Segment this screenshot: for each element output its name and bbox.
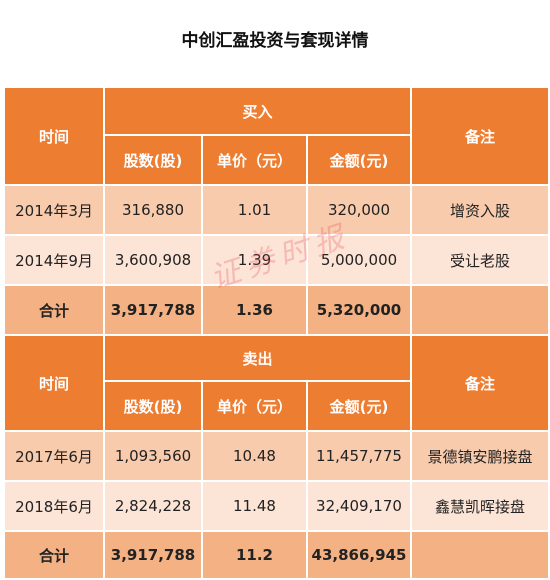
row-time: 2018年6月 <box>3 480 105 532</box>
total-amount: 5,320,000 <box>306 284 412 336</box>
buy-price-header: 单价（元） <box>201 134 308 186</box>
total-note <box>410 530 550 580</box>
row-time: 2014年9月 <box>3 234 105 286</box>
sell-section-header: 卖出 <box>103 334 412 382</box>
row-shares: 316,880 <box>103 184 203 236</box>
sell-shares-header: 股数(股) <box>103 380 203 432</box>
row-price: 1.01 <box>201 184 308 236</box>
buy-header-row: 时间 买入 备注 <box>3 86 550 186</box>
row-shares: 2,824,228 <box>103 480 203 532</box>
buy-total-row: 合计 3,917,788 1.36 5,320,000 <box>3 284 550 336</box>
total-note <box>410 284 550 336</box>
row-amount: 320,000 <box>306 184 412 236</box>
buy-note-header: 备注 <box>410 86 550 186</box>
row-price: 1.39 <box>201 234 308 286</box>
table-row: 2014年9月 3,600,908 1.39 5,000,000 受让老股 <box>3 234 550 286</box>
row-price: 11.48 <box>201 480 308 532</box>
row-shares: 3,600,908 <box>103 234 203 286</box>
total-amount: 43,866,945 <box>306 530 412 580</box>
total-label: 合计 <box>3 530 105 580</box>
row-shares: 1,093,560 <box>103 430 203 482</box>
row-amount: 11,457,775 <box>306 430 412 482</box>
table-row: 2017年6月 1,093,560 10.48 11,457,775 景德镇安鹏… <box>3 430 550 482</box>
row-amount: 5,000,000 <box>306 234 412 286</box>
total-shares: 3,917,788 <box>103 530 203 580</box>
row-note: 增资入股 <box>410 184 550 236</box>
total-shares: 3,917,788 <box>103 284 203 336</box>
buy-section-header: 买入 <box>103 86 412 136</box>
row-note: 景德镇安鹏接盘 <box>410 430 550 482</box>
sell-header-row: 时间 卖出 备注 <box>3 334 550 432</box>
sell-amount-header: 金额(元) <box>306 380 412 432</box>
row-note: 鑫慧凯晖接盘 <box>410 480 550 532</box>
page-title: 中创汇盈投资与套现详情 <box>181 31 369 51</box>
total-price: 11.2 <box>201 530 308 580</box>
table-row: 2018年6月 2,824,228 11.48 32,409,170 鑫慧凯晖接… <box>3 480 550 532</box>
row-price: 10.48 <box>201 430 308 482</box>
buy-shares-header: 股数(股) <box>103 134 203 186</box>
total-label: 合计 <box>3 284 105 336</box>
buy-amount-header: 金额(元) <box>306 134 412 186</box>
investment-table: 时间 买入 备注 股数(股) 单价（元） 金额(元) 2014年3月 316,8… <box>3 86 550 580</box>
row-amount: 32,409,170 <box>306 480 412 532</box>
buy-time-header: 时间 <box>3 86 105 186</box>
total-price: 1.36 <box>201 284 308 336</box>
sell-total-row: 合计 3,917,788 11.2 43,866,945 <box>3 530 550 580</box>
sell-time-header: 时间 <box>3 334 105 432</box>
row-note: 受让老股 <box>410 234 550 286</box>
row-time: 2017年6月 <box>3 430 105 482</box>
row-time: 2014年3月 <box>3 184 105 236</box>
sell-note-header: 备注 <box>410 334 550 432</box>
table-row: 2014年3月 316,880 1.01 320,000 增资入股 <box>3 184 550 236</box>
sell-price-header: 单价（元） <box>201 380 308 432</box>
